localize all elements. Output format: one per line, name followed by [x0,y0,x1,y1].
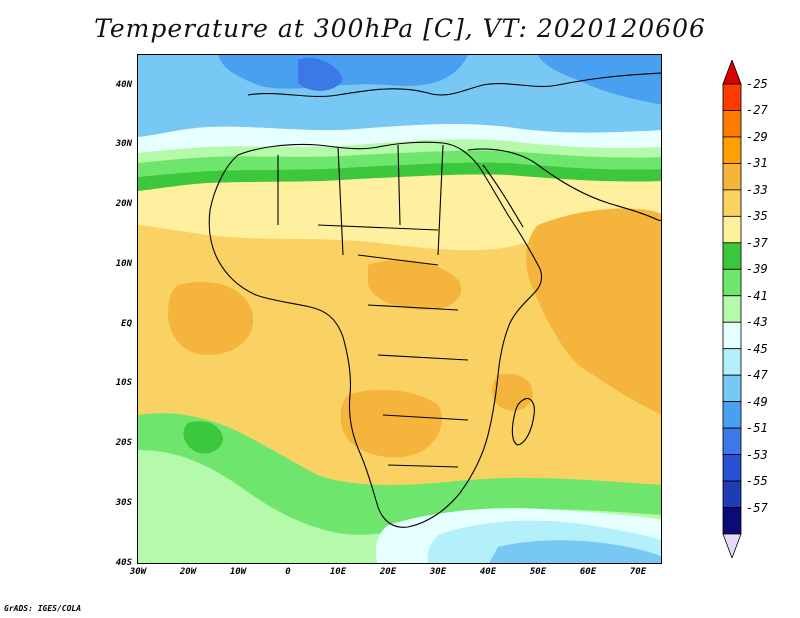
colorbar-label: -37 [746,235,768,250]
lon-label-10e: 10E [329,567,347,577]
field-north-light [138,123,661,153]
colorbar-label: -35 [746,209,768,224]
colorbar-box [722,189,742,217]
lon-label-70e: 70E [629,567,647,577]
colorbar-label: -43 [746,315,768,330]
colorbar-label: -41 [746,288,768,303]
colorbar-under-triangle [722,533,742,558]
colorbar-box [722,136,742,164]
colorbar-label: -27 [746,103,768,118]
lon-label-30w: 30W [129,567,147,577]
field-south-green-dark [183,421,223,454]
field-north-ne [538,55,661,105]
lon-label-20e: 20E [379,567,397,577]
coastlines [208,72,661,528]
colorbar-label: -29 [746,129,768,144]
map-title: Temperature at 300hPa [C], VT: 202012060… [94,14,706,43]
madagascar-coast [511,397,535,446]
colorbar-label: -49 [746,394,768,409]
field-south-blue-deep [489,540,661,563]
colorbar-label: -25 [746,77,768,91]
colorbar-box [722,374,742,403]
colorbar-box [722,507,742,535]
colorbar-label: -39 [746,262,768,277]
field-north-deep [218,55,468,89]
colorbar-box [722,163,742,191]
colorbar-label: -57 [746,500,768,515]
field-warm-mada [492,373,533,411]
colorbar-box [722,454,742,482]
colorbar-box [722,348,742,376]
colorbar-label: -31 [746,156,768,171]
lon-label-40e: 40E [479,567,497,577]
africa-coast [208,141,543,528]
arabia-coast [467,148,661,222]
colorbar-over-triangle [722,60,742,85]
colorbar-box [722,215,742,244]
colorbar-box [722,83,742,111]
red-sea-coast [482,164,524,228]
field-north-green-light [138,139,661,163]
colorbar-label: -55 [746,474,768,489]
colorbar-label: -51 [746,421,768,436]
lat-label-40n: 40N [115,80,132,90]
borders-africa [277,144,469,468]
colorbar-label: -53 [746,447,768,462]
lat-label-30n: 30N [115,139,132,149]
colorbar-box [722,268,742,297]
lat-label-eq: EQ [121,319,132,329]
field-warm-south [340,389,442,458]
lat-label-20s: 20S [115,438,132,448]
lon-label-50e: 50E [529,567,547,577]
colorbar-box [722,401,742,429]
field-north-green-mid [138,150,661,177]
colorbar-box [722,242,742,270]
colorbar-box [722,480,742,508]
field-warm-west [168,281,254,355]
colorbar [722,60,742,558]
field-warm-central [368,260,462,310]
lon-label-30e: 30E [429,567,447,577]
colorbar-label: -33 [746,182,768,197]
credit-text: GrADS: IGES/COLA [4,604,82,613]
colorbar-label: -47 [746,368,768,383]
lon-label-10w: 10W [229,567,247,577]
lon-label-20w: 20W [179,567,197,577]
colorbar-label: -45 [746,341,768,356]
temperature-map [137,54,662,564]
field-north-core [298,57,343,91]
lat-label-30s: 30S [115,498,132,508]
lat-label-20n: 20N [115,199,132,209]
lat-label-10n: 10N [115,259,132,269]
lon-label-60e: 60E [579,567,597,577]
field-warm-east [526,208,661,415]
lat-label-40s: 40S [115,558,132,568]
europe-coast [247,72,661,97]
colorbar-box [722,321,742,350]
colorbar-box [722,427,742,455]
colorbar-box [722,295,742,323]
colorbar-box [722,110,742,138]
lat-label-10s: 10S [115,378,132,388]
field-north-green-dark [138,162,661,191]
lon-label-0: 0 [285,567,291,577]
